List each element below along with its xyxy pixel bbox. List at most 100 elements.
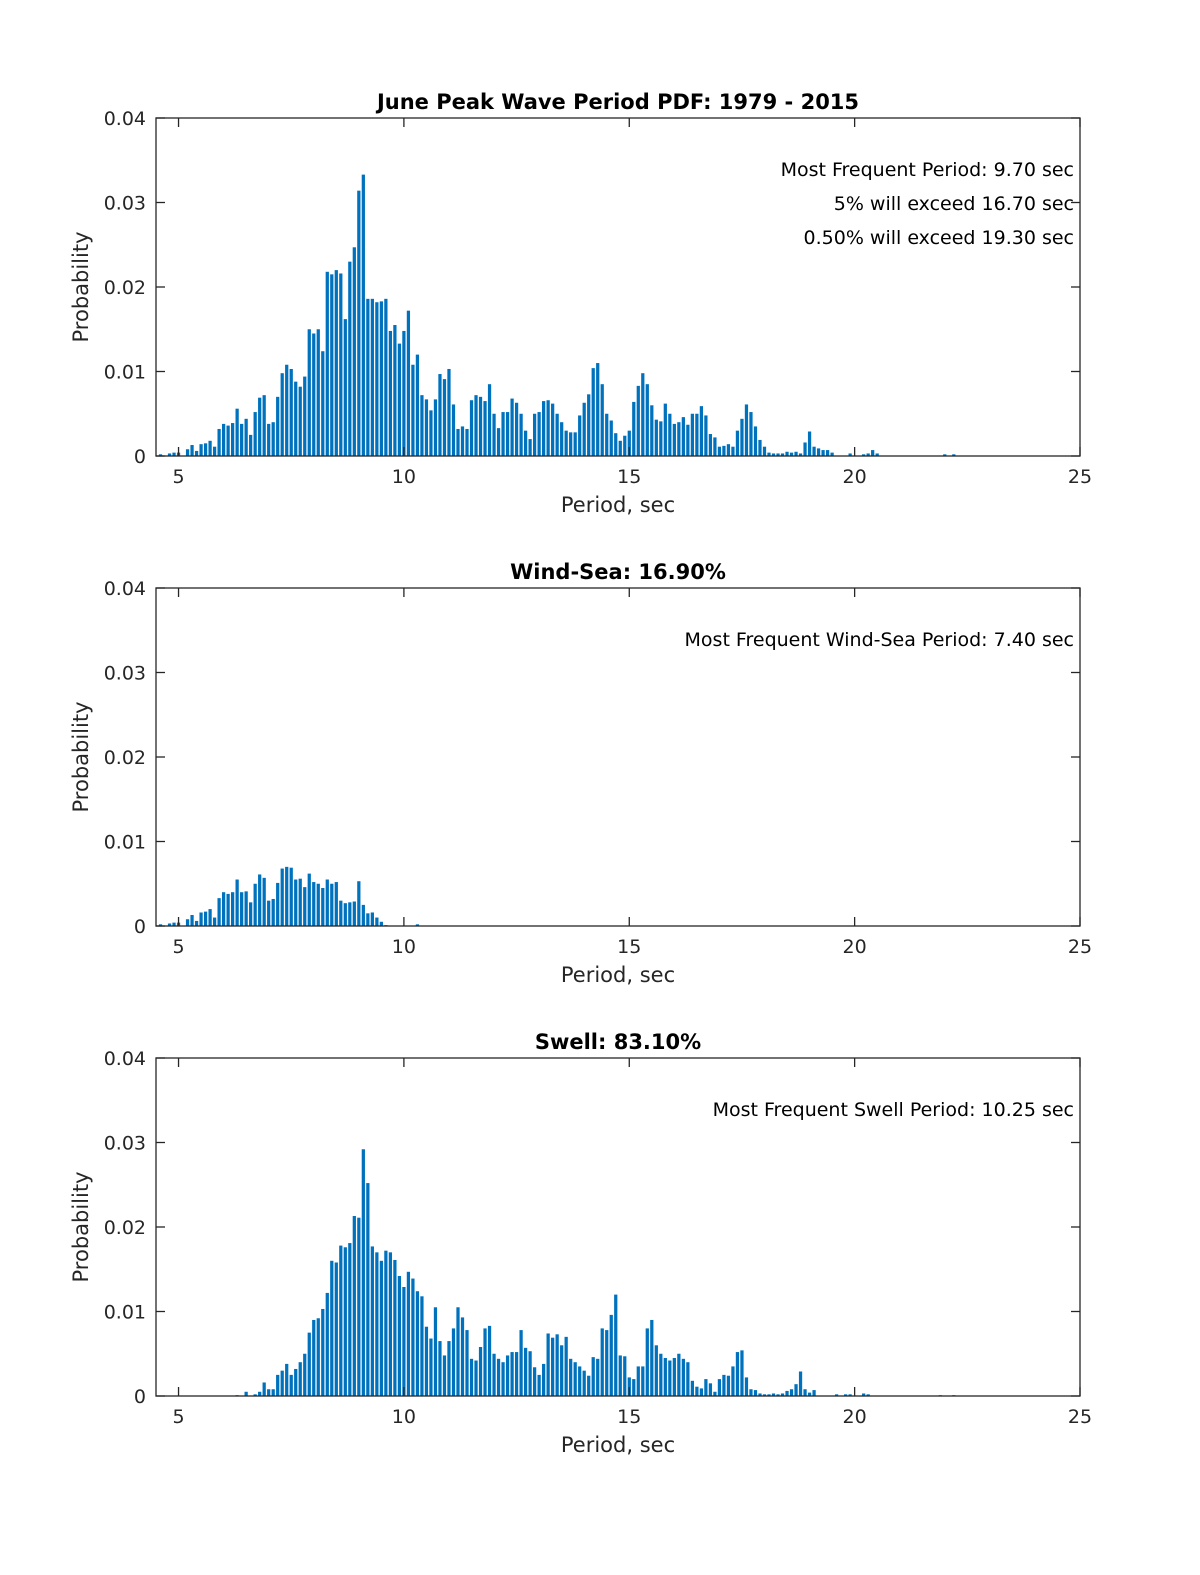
bar bbox=[663, 1357, 667, 1396]
bar bbox=[614, 1294, 618, 1396]
bar bbox=[231, 423, 235, 456]
bar bbox=[785, 1390, 789, 1396]
bar bbox=[722, 1374, 726, 1397]
bar bbox=[681, 1358, 685, 1396]
bar bbox=[339, 1245, 343, 1396]
bar bbox=[221, 423, 226, 456]
bar bbox=[776, 453, 780, 456]
bar bbox=[447, 1341, 451, 1396]
bar bbox=[325, 271, 329, 456]
x-tick-label: 20 bbox=[843, 936, 867, 958]
bar bbox=[424, 1326, 429, 1396]
bar bbox=[334, 270, 338, 456]
y-tick-label: 0.01 bbox=[104, 832, 146, 854]
bar bbox=[438, 1341, 442, 1396]
bar bbox=[726, 1375, 731, 1396]
bar bbox=[208, 440, 212, 456]
bar bbox=[762, 446, 767, 456]
bar bbox=[677, 422, 681, 456]
y-tick-label: 0.01 bbox=[104, 362, 146, 384]
bars bbox=[158, 866, 420, 927]
bar bbox=[348, 1243, 352, 1396]
bar bbox=[681, 417, 685, 456]
bar bbox=[654, 419, 658, 456]
y-tick-label: 0.04 bbox=[104, 108, 146, 130]
y-tick-label: 0.03 bbox=[104, 193, 146, 215]
bar bbox=[614, 433, 618, 456]
bar bbox=[330, 1260, 334, 1396]
y-tick-label: 0.02 bbox=[104, 277, 146, 299]
bar bbox=[221, 892, 226, 926]
bar bbox=[451, 404, 456, 456]
bar bbox=[699, 1388, 704, 1396]
bar bbox=[253, 1394, 257, 1396]
bar bbox=[298, 1362, 302, 1396]
bar bbox=[285, 1363, 289, 1396]
bar bbox=[821, 450, 825, 456]
bar bbox=[357, 1217, 361, 1396]
bar bbox=[253, 883, 257, 926]
y-axis-label: Probability bbox=[69, 701, 93, 812]
bar bbox=[231, 892, 235, 926]
bar bbox=[523, 1347, 528, 1396]
bar bbox=[267, 423, 271, 456]
bar bbox=[587, 1375, 591, 1396]
bar bbox=[862, 454, 866, 456]
bar bbox=[537, 1374, 541, 1397]
bar bbox=[424, 399, 429, 456]
bar bbox=[478, 1346, 483, 1396]
bar bbox=[803, 1389, 807, 1396]
bars bbox=[158, 174, 956, 457]
bar bbox=[348, 261, 352, 456]
bar bbox=[600, 384, 604, 456]
bar bbox=[325, 1292, 329, 1396]
bar bbox=[695, 1386, 699, 1396]
bar bbox=[528, 439, 532, 456]
bar bbox=[771, 1393, 776, 1396]
bar bbox=[523, 430, 528, 456]
bar bbox=[686, 424, 690, 456]
bar bbox=[343, 1247, 347, 1396]
x-tick-label: 15 bbox=[617, 466, 641, 488]
bar bbox=[492, 413, 496, 456]
x-tick-label: 15 bbox=[617, 936, 641, 958]
bar bbox=[199, 912, 203, 926]
bar bbox=[496, 1358, 501, 1396]
y-tick-label: 0 bbox=[134, 446, 146, 468]
bar bbox=[194, 920, 199, 926]
bar bbox=[456, 428, 460, 456]
bar bbox=[352, 1216, 356, 1396]
bar bbox=[339, 900, 343, 926]
bar bbox=[740, 1350, 744, 1396]
bar bbox=[551, 1337, 555, 1396]
bar bbox=[834, 1394, 839, 1396]
bar bbox=[862, 1393, 866, 1396]
bar bbox=[226, 893, 230, 926]
bar bbox=[636, 1366, 640, 1396]
bar bbox=[411, 1278, 415, 1396]
bar bbox=[294, 381, 298, 456]
bar bbox=[262, 1382, 266, 1396]
bar bbox=[794, 451, 798, 456]
bar bbox=[199, 444, 203, 456]
bar bbox=[875, 453, 879, 456]
bar bbox=[402, 330, 406, 456]
bar bbox=[708, 1383, 713, 1396]
bar bbox=[397, 1276, 402, 1396]
bar bbox=[388, 330, 393, 456]
bar bbox=[573, 1362, 577, 1396]
bar bbox=[501, 1362, 505, 1396]
x-tick-label: 10 bbox=[392, 466, 416, 488]
bar bbox=[731, 446, 735, 456]
bar bbox=[334, 882, 338, 926]
bar bbox=[767, 1394, 771, 1396]
bar bbox=[415, 1291, 420, 1396]
bar bbox=[321, 351, 325, 456]
bar bbox=[249, 902, 253, 926]
bars bbox=[235, 1149, 956, 1397]
bar bbox=[690, 413, 694, 456]
bar bbox=[393, 1259, 397, 1396]
x-tick-label: 5 bbox=[172, 466, 184, 488]
bar bbox=[532, 1367, 537, 1396]
bar bbox=[605, 1330, 609, 1396]
